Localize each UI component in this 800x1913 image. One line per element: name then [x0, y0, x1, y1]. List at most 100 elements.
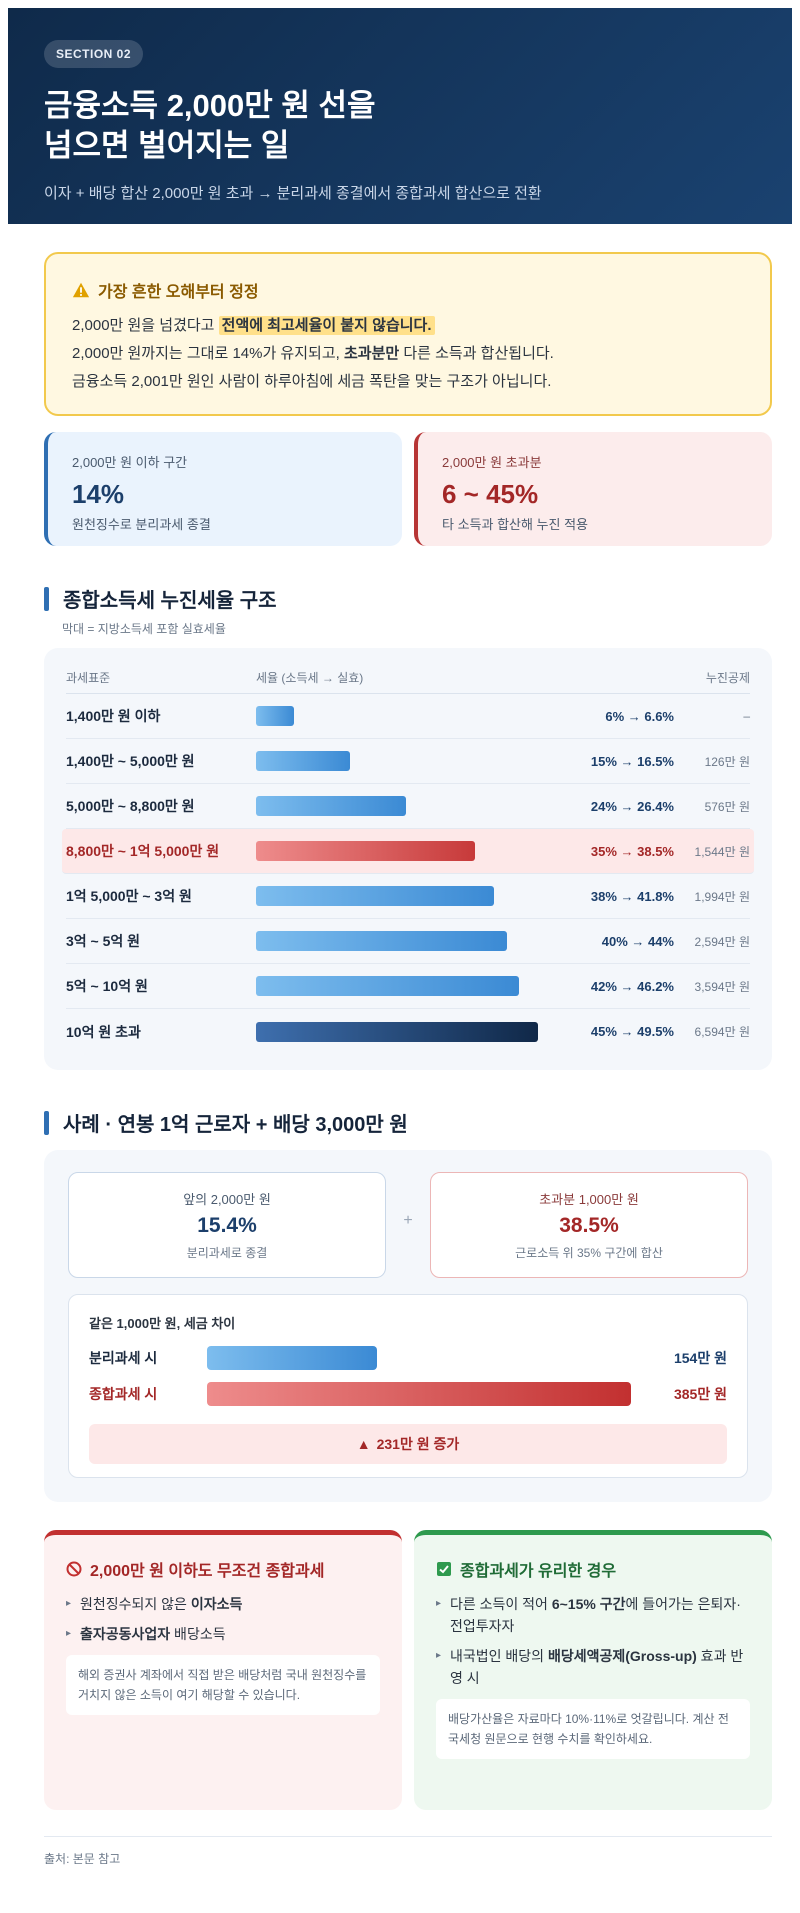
rate-cell: 6% → 6.6% — [605, 708, 674, 724]
table-row: 1억 5,000만 ~ 3억 원 38% → 41.8% 1,994만 원 — [66, 874, 750, 919]
bracket-cell: 1,400만 ~ 5,000만 원 — [66, 753, 195, 769]
table-row: 5억 ~ 10억 원 42% → 46.2% 3,594만 원 — [66, 964, 750, 1009]
source-note: 출처: 본문 참고 — [44, 1852, 121, 1866]
comparison-row-combined: 종합과세 시 385만 원 — [89, 1376, 727, 1412]
deduction-cell: 6,594만 원 — [694, 1025, 750, 1039]
rate-bar-cell — [256, 1021, 566, 1042]
card-favorable-note: 배당가산율은 자료마다 10%·11%로 엇갈립니다. 계산 전 국세청 원문으… — [436, 1699, 750, 1759]
table-row: 1,400만 원 이하 6% → 6.6% – — [66, 694, 750, 739]
case-left-label: 앞의 2,000만 원 — [183, 1192, 271, 1207]
rate-bar — [256, 751, 350, 771]
item-text: 에 들어가는 은퇴자·전업투자자 — [450, 1596, 741, 1634]
rate-bar — [256, 886, 494, 906]
combined-label: 종합과세 시 — [89, 1386, 158, 1402]
comparison-row-separate: 분리과세 시 154만 원 — [89, 1340, 727, 1376]
rate-cell: 38% → 41.8% — [590, 888, 674, 904]
deduction-cell: 576만 원 — [704, 799, 750, 814]
card-favorable-list: 다른 소득이 적어 6~15% 구간에 들어가는 은퇴자·전업투자자 내국법인 … — [436, 1593, 750, 1689]
list-item: 원천징수되지 않은 이자소득 — [66, 1593, 380, 1615]
rate-bar — [256, 706, 294, 726]
progressive-heading-text: 종합소득세 누진세율 구조 — [63, 590, 277, 612]
rate-bar — [256, 796, 406, 816]
rate-bar — [256, 976, 519, 996]
rate-bar — [256, 1021, 538, 1042]
warning-line-2: 2,000만 원까지는 그대로 14%가 유지되고, 초과분만 다른 소득과 합… — [72, 340, 744, 368]
section-badge: SECTION 02 — [44, 40, 144, 68]
card-favorable-title: 종합과세가 유리한 경우 — [436, 1557, 750, 1581]
case-right-value: 38.5% — [559, 1214, 619, 1237]
warning-line-3: 금융소득 2,001만 원인 사람이 하루아침에 세금 폭탄을 맞는 구조가 아… — [72, 373, 552, 390]
warning-line-2-a: 2,000만 원까지는 그대로 14%가 유지되고, — [72, 345, 344, 362]
case-study: 앞의 2,000만 원 15.4% 분리과세로 종결 + 초과분 1,000만 … — [44, 1150, 772, 1502]
warning-icon — [72, 282, 90, 298]
bracket-cell: 3억 ~ 5억 원 — [66, 933, 141, 949]
rate-cell: 45% → 49.5% — [590, 1024, 674, 1039]
rate-bar-cell — [256, 706, 566, 726]
table-row: 10억 원 초과 45% → 49.5% 6,594만 원 — [66, 1009, 750, 1054]
tax-increase-banner: ▲ 231만 원 증가 — [89, 1424, 727, 1464]
separate-label: 분리과세 시 — [89, 1350, 158, 1366]
warning-line-1: 2,000만 원을 넘겼다고 전액에 최고세율이 붙지 않습니다. — [72, 312, 744, 340]
deduction-cell: 1,544만 원 — [694, 844, 750, 859]
tax-table-header: 과세표준 세율 (소득세 → 실효) 누진공제 — [66, 662, 750, 694]
card-mandatory-title-text: 2,000만 원 이하도 무조건 종합과세 — [90, 1563, 325, 1580]
table-row: 3억 ~ 5억 원 40% → 44% 2,594만 원 — [66, 919, 750, 964]
check-box-icon — [437, 1562, 451, 1576]
bracket-cell: 1,400만 원 이하 — [66, 708, 161, 724]
warning-highlight: 전액에 최고세율이 붙지 않습니다. — [218, 316, 435, 335]
bracket-cell: 10억 원 초과 — [66, 1023, 141, 1040]
rate-cell: 42% → 46.2% — [590, 978, 674, 994]
warning-line-1-text: 2,000만 원을 넘겼다고 — [72, 317, 219, 334]
bracket-cell: 5,000만 ~ 8,800만 원 — [66, 798, 195, 814]
warning-line-2-bold: 초과분만 — [343, 345, 400, 362]
rate-cell: 24% → 26.4% — [590, 798, 674, 814]
rate-bar — [256, 931, 507, 951]
page-title: 금융소득 2,000만 원 선을 넘으면 벌어지는 일 — [44, 86, 756, 166]
bracket-cell: 5억 ~ 10억 원 — [66, 978, 148, 994]
rate-cell: 40% → 44% — [601, 933, 674, 949]
table-row: 8,800만 ~ 1억 5,000만 원 35% → 38.5% 1,544만 원 — [62, 829, 754, 874]
case-left-value: 15.4% — [197, 1214, 257, 1237]
stat-above-desc: 타 소득과 합산해 누진 적용 — [442, 517, 589, 532]
list-item: 다른 소득이 적어 6~15% 구간에 들어가는 은퇴자·전업투자자 — [436, 1593, 750, 1637]
deduction-cell: 2,594만 원 — [694, 934, 750, 949]
card-mandatory-note: 해외 증권사 계좌에서 직접 받은 배당처럼 국내 원천징수를 거치지 않은 소… — [66, 1655, 380, 1715]
page-title-line2: 넘으면 벌어지는 일 — [44, 128, 290, 163]
stat-below-label: 2,000만 원 이하 구간 — [72, 455, 188, 470]
card-favorable-title-text: 종합과세가 유리한 경우 — [460, 1563, 617, 1580]
heading-accent-bar — [44, 586, 49, 611]
progressive-note: 막대 = 지방소득세 포함 실효세율 — [62, 622, 226, 636]
case-left-desc: 분리과세로 종결 — [186, 1246, 268, 1260]
case-right-box: 초과분 1,000만 원 38.5% 근로소득 위 35% 구간에 합산 — [430, 1172, 748, 1278]
heading-accent-bar — [44, 1110, 49, 1135]
plus-sign: + — [403, 1212, 413, 1229]
card-mandatory-list: 원천징수되지 않은 이자소득 출자공동사업자 배당소득 — [66, 1593, 380, 1645]
card-mandatory-title: 2,000만 원 이하도 무조건 종합과세 — [66, 1557, 380, 1581]
deduction-cell: – — [743, 709, 750, 723]
rate-cell: 15% → 16.5% — [590, 753, 674, 769]
warning-title: 가장 흔한 오해부터 정정 — [72, 278, 744, 302]
item-bold: 출자공동사업자 — [80, 1626, 171, 1642]
deduction-cell: 3,594만 원 — [694, 979, 750, 994]
col-rate: 세율 (소득세 → 실효) — [256, 671, 364, 685]
comparison-title: 같은 1,000만 원, 세금 차이 — [89, 1316, 236, 1331]
case-heading-text: 사례 · 연봉 1억 근로자 + 배당 3,000만 원 — [63, 1114, 408, 1136]
tax-increase-text: 231만 원 증가 — [376, 1436, 460, 1452]
combined-bar — [207, 1382, 631, 1406]
tax-comparison: 같은 1,000만 원, 세금 차이 분리과세 시 154만 원 종합과세 시 … — [68, 1294, 748, 1478]
deduction-cell: 126만 원 — [704, 754, 750, 769]
separate-bar — [207, 1346, 377, 1370]
warning-line-2-c: 다른 소득과 합산됩니다. — [399, 345, 554, 362]
stat-card-below: 2,000만 원 이하 구간 14% 원천징수로 분리과세 종결 — [44, 432, 402, 546]
col-bracket: 과세표준 — [66, 671, 111, 685]
rate-bar-cell — [256, 886, 566, 906]
rate-cell: 35% → 38.5% — [590, 843, 674, 859]
combined-value: 385만 원 — [673, 1386, 727, 1402]
stat-below-value: 14% — [72, 479, 125, 509]
list-item: 내국법인 배당의 배당세액공제(Gross-up) 효과 반영 시 — [436, 1645, 750, 1689]
item-text: 내국법인 배당의 — [450, 1648, 548, 1664]
list-item: 출자공동사업자 배당소득 — [66, 1623, 380, 1645]
rate-bar-cell — [256, 751, 566, 771]
item-text: 배당소득 — [170, 1626, 226, 1642]
